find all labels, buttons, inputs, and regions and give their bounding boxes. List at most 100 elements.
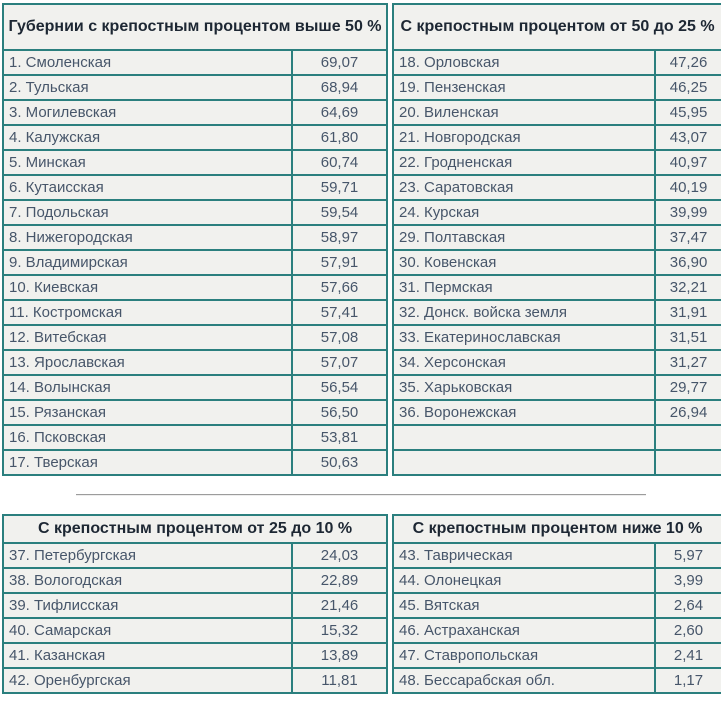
- serf-percent-cell: 60,74: [290, 149, 389, 176]
- province-name-cell: 40. Самарская: [2, 617, 293, 644]
- province-name-cell: 6. Кутаисская: [2, 174, 293, 201]
- table-row: 13. Ярославская 57,07: [2, 349, 389, 376]
- serf-percent-cell: 59,54: [290, 199, 389, 226]
- province-name-cell: 13. Ярославская: [2, 349, 293, 376]
- serf-percent-cell: 29,77: [654, 374, 721, 401]
- table-row: [392, 449, 721, 476]
- table-header-row: С крепостным процентом от 50 до 25 %: [392, 3, 721, 51]
- province-name-cell: 32. Донск. войска земля: [392, 299, 657, 326]
- serf-percent-cell: 61,80: [290, 124, 389, 151]
- serf-percent-cell: [654, 424, 721, 451]
- serf-percent-cell: 3,99: [654, 567, 721, 594]
- table-row: 5. Минская 60,74: [2, 149, 389, 176]
- province-name-cell: 41. Казанская: [2, 642, 293, 669]
- table-row: 34. Херсонская 31,27: [392, 349, 721, 376]
- province-name-cell: 37. Петербургская: [2, 542, 293, 569]
- province-name-cell: 36. Воронежская: [392, 399, 657, 426]
- serf-percent-cell: 11,81: [290, 667, 389, 694]
- table-row: 44. Олонецкая 3,99: [392, 567, 721, 594]
- serf-percent-cell: 31,51: [654, 324, 721, 351]
- province-name-cell: 4. Калужская: [2, 124, 293, 151]
- province-name-cell: 44. Олонецкая: [392, 567, 657, 594]
- serf-percent-cell: 58,97: [290, 224, 389, 251]
- table-header-above-50: Губернии с крепостным процентом выше 50 …: [1, 3, 389, 51]
- serf-percent-cell: 56,54: [290, 374, 389, 401]
- table-above-50: Губернии с крепостным процентом выше 50 …: [1, 3, 389, 476]
- serf-percent-cell: 57,08: [290, 324, 389, 351]
- serf-percent-cell: 64,69: [290, 99, 389, 126]
- table-25-to-10: С крепостным процентом от 25 до 10 % 37.…: [1, 514, 389, 694]
- serf-percent-cell: 43,07: [654, 124, 721, 151]
- province-name-cell: 7. Подольская: [2, 199, 293, 226]
- table-row: 3. Могилевская 64,69: [2, 99, 389, 126]
- table-row: 10. Киевская 57,66: [2, 274, 389, 301]
- serf-percent-cell: 57,07: [290, 349, 389, 376]
- table-row: 35. Харьковская 29,77: [392, 374, 721, 401]
- province-name-cell: 21. Новгородская: [392, 124, 657, 151]
- province-name-cell: 39. Тифлисская: [2, 592, 293, 619]
- serf-percent-cell: 40,19: [654, 174, 721, 201]
- table-row: 6. Кутаисская 59,71: [2, 174, 389, 201]
- serf-percent-cell: 68,94: [290, 74, 389, 101]
- serf-percent-cell: 15,32: [290, 617, 389, 644]
- province-name-cell: 38. Вологодская: [2, 567, 293, 594]
- table-row: 38. Вологодская 22,89: [2, 567, 389, 594]
- table-header-25-to-10: С крепостным процентом от 25 до 10 %: [1, 514, 389, 544]
- table-row: 33. Екатеринославская 31,51: [392, 324, 721, 351]
- table-row: 40. Самарская 15,32: [2, 617, 389, 644]
- table-row: 12. Витебская 57,08: [2, 324, 389, 351]
- serf-percent-cell: 32,21: [654, 274, 721, 301]
- table-row: 16. Псковская 53,81: [2, 424, 389, 451]
- serf-percent-cell: 26,94: [654, 399, 721, 426]
- province-name-cell: 46. Астраханская: [392, 617, 657, 644]
- serf-percent-cell: 22,89: [290, 567, 389, 594]
- serf-percent-cell: 2,41: [654, 642, 721, 669]
- table-row: 31. Пермская 32,21: [392, 274, 721, 301]
- serf-percent-cell: 40,97: [654, 149, 721, 176]
- table-row: 11. Костромская 57,41: [2, 299, 389, 326]
- province-name-cell: 29. Полтавская: [392, 224, 657, 251]
- table-row: 32. Донск. войска земля 31,91: [392, 299, 721, 326]
- table-row: 4. Калужская 61,80: [2, 124, 389, 151]
- province-name-cell: 23. Саратовская: [392, 174, 657, 201]
- province-name-cell: 34. Херсонская: [392, 349, 657, 376]
- province-name-cell: 3. Могилевская: [2, 99, 293, 126]
- serf-percent-cell: 57,66: [290, 274, 389, 301]
- serf-percent-cell: 36,90: [654, 249, 721, 276]
- province-name-cell: 16. Псковская: [2, 424, 293, 451]
- table-row: 20. Виленская 45,95: [392, 99, 721, 126]
- serf-percent-cell: 46,25: [654, 74, 721, 101]
- province-name-cell: 24. Курская: [392, 199, 657, 226]
- province-name-cell: 10. Киевская: [2, 274, 293, 301]
- table-row: 1. Смоленская 69,07: [2, 49, 389, 76]
- province-name-cell: 12. Витебская: [2, 324, 293, 351]
- province-name-cell: 5. Минская: [2, 149, 293, 176]
- province-name-cell: 48. Бессарабская обл.: [392, 667, 657, 694]
- province-name-cell: 31. Пермская: [392, 274, 657, 301]
- serf-percent-cell: 39,99: [654, 199, 721, 226]
- table-row: 24. Курская 39,99: [392, 199, 721, 226]
- table-row: 41. Казанская 13,89: [2, 642, 389, 669]
- serf-percent-cell: 1,17: [654, 667, 721, 694]
- province-name-cell: 30. Ковенская: [392, 249, 657, 276]
- serf-percent-cell: 45,95: [654, 99, 721, 126]
- table-row: 39. Тифлисская 21,46: [2, 592, 389, 619]
- serf-percent-cell: 56,50: [290, 399, 389, 426]
- province-name-cell: 1. Смоленская: [2, 49, 293, 76]
- table-row: 30. Ковенская 36,90: [392, 249, 721, 276]
- serf-percent-cell: 13,89: [290, 642, 389, 669]
- table-header-50-to-25: С крепостным процентом от 50 до 25 %: [392, 3, 721, 51]
- bottom-tables-row: С крепостным процентом от 25 до 10 % 37.…: [1, 514, 721, 694]
- province-name-cell: 45. Вятская: [392, 592, 657, 619]
- table-row: 8. Нижегородская 58,97: [2, 224, 389, 251]
- province-name-cell: 17. Тверская: [2, 449, 293, 476]
- top-tables-row: Губернии с крепостным процентом выше 50 …: [1, 3, 721, 476]
- section-divider-zone: [2, 476, 719, 514]
- province-name-cell: 2. Тульская: [2, 74, 293, 101]
- table-row: 45. Вятская 2,64: [392, 592, 721, 619]
- province-name-cell: [392, 449, 657, 476]
- province-name-cell: [392, 424, 657, 451]
- table-row: 7. Подольская 59,54: [2, 199, 389, 226]
- table-row: 29. Полтавская 37,47: [392, 224, 721, 251]
- table-row: 23. Саратовская 40,19: [392, 174, 721, 201]
